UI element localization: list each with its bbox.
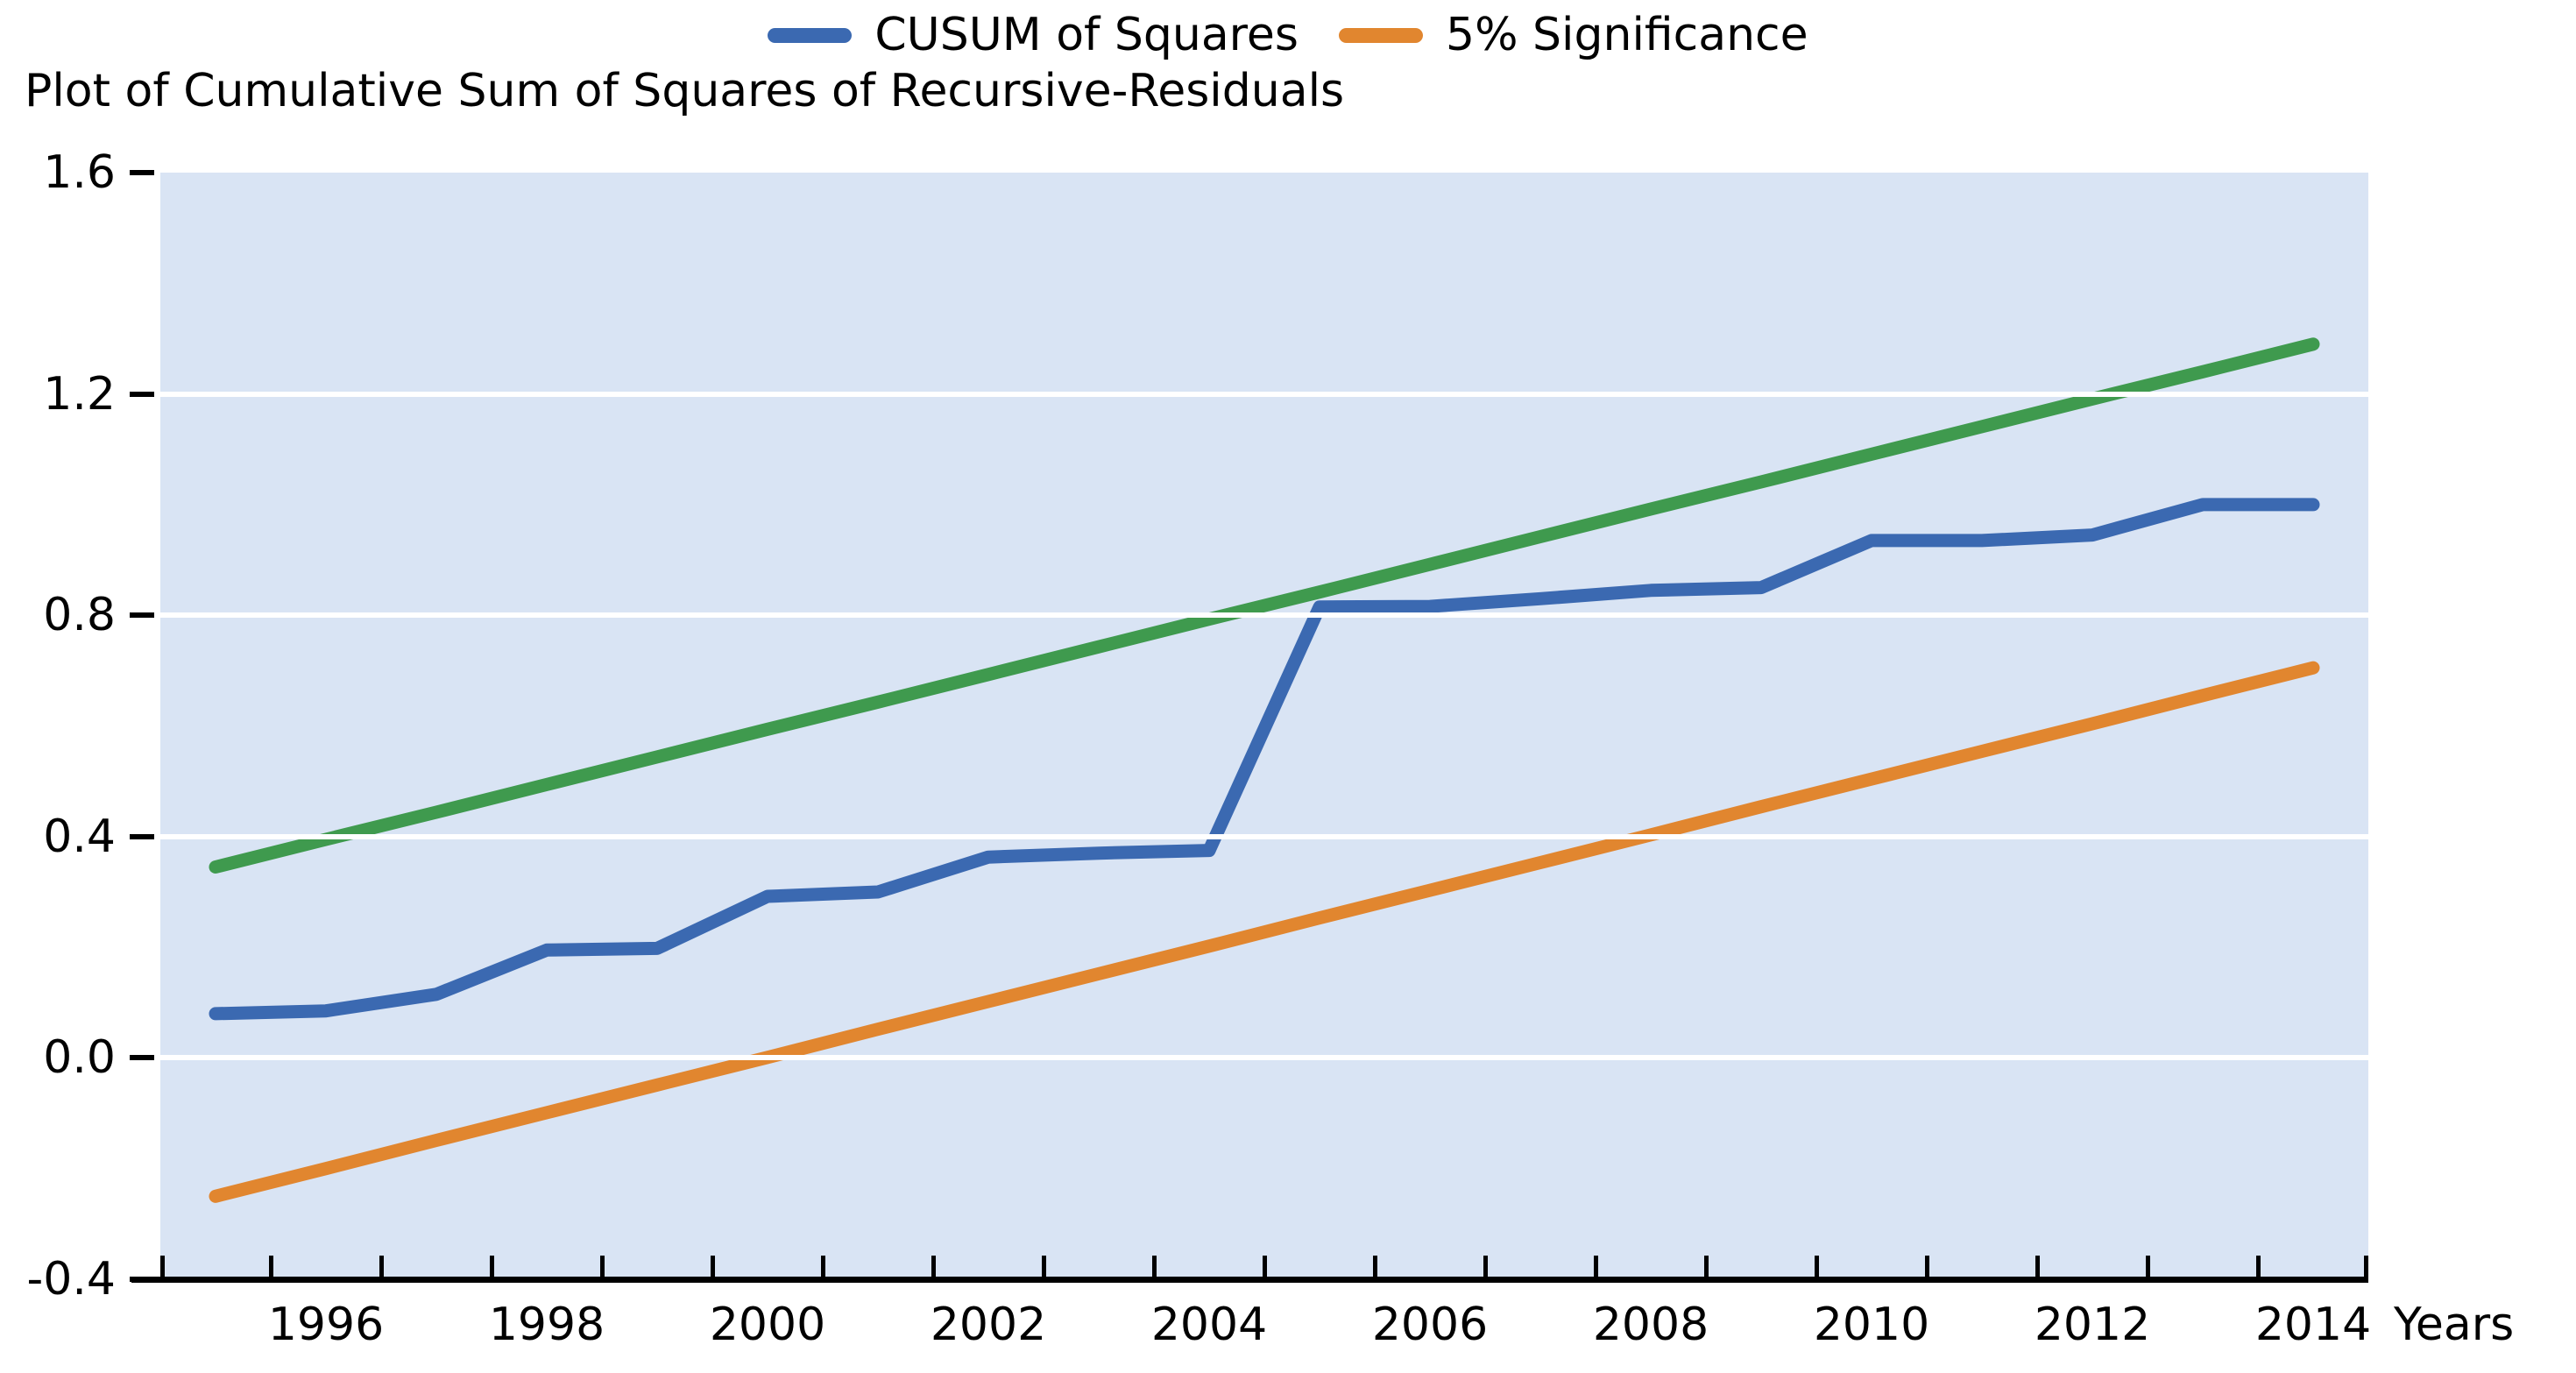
x-tick-mark bbox=[1152, 1256, 1157, 1279]
x-tick-mark bbox=[1373, 1256, 1377, 1279]
x-tick-mark bbox=[1704, 1256, 1709, 1279]
chart-title: Plot of Cumulative Sum of Squares of Rec… bbox=[25, 65, 1345, 117]
x-tick-mark bbox=[2035, 1256, 2040, 1279]
x-tick-label: 2012 bbox=[2034, 1299, 2151, 1351]
x-tick-label: 2000 bbox=[709, 1299, 826, 1351]
x-tick-mark bbox=[1042, 1256, 1046, 1279]
legend-line-swatch bbox=[1339, 27, 1423, 43]
x-tick-label: 2010 bbox=[1813, 1299, 1930, 1351]
y-tick-label: 0.4 bbox=[43, 810, 116, 863]
series-lines bbox=[209, 337, 2320, 1203]
legend-line-swatch bbox=[768, 27, 853, 43]
x-tick-mark bbox=[490, 1256, 494, 1279]
gridline-0.4 bbox=[160, 833, 2368, 839]
x-tick-mark bbox=[269, 1256, 273, 1279]
y-tick-label: 0.8 bbox=[43, 589, 116, 642]
x-axis-title: Years bbox=[2394, 1299, 2515, 1351]
gridline-0 bbox=[160, 1055, 2368, 1061]
gridline-0.8 bbox=[160, 612, 2368, 619]
x-tick-mark bbox=[2364, 1256, 2368, 1279]
y-tick-label: 1.2 bbox=[43, 367, 116, 421]
x-tick-mark bbox=[1925, 1256, 1929, 1279]
x-tick-mark bbox=[1594, 1256, 1598, 1279]
x-tick-label: 2002 bbox=[930, 1299, 1047, 1351]
x-tick-mark bbox=[160, 1256, 165, 1279]
series-line-5-significance-lower-bound- bbox=[209, 661, 2320, 1203]
x-tick-mark bbox=[931, 1256, 936, 1279]
x-tick-mark bbox=[1815, 1256, 1819, 1279]
series-line-cusum-of-squares bbox=[209, 498, 2320, 1021]
legend-item-2: 5% Significance bbox=[1339, 9, 1808, 61]
y-tick-label: -0.4 bbox=[26, 1253, 116, 1306]
x-axis-line bbox=[131, 1277, 2368, 1283]
y-tick-mark bbox=[130, 391, 154, 397]
y-tick-mark bbox=[130, 1055, 154, 1061]
legend-label: CUSUM of Squares bbox=[874, 9, 1299, 61]
x-tick-label: 2008 bbox=[1592, 1299, 1709, 1351]
y-tick-label: 1.6 bbox=[43, 146, 116, 199]
x-tick-label: 2004 bbox=[1150, 1299, 1268, 1351]
x-tick-mark bbox=[2146, 1256, 2150, 1279]
x-tick-mark bbox=[600, 1256, 605, 1279]
y-tick-mark bbox=[130, 612, 154, 619]
legend-label: 5% Significance bbox=[1446, 9, 1808, 61]
x-tick-mark bbox=[821, 1256, 825, 1279]
gridline-1.2 bbox=[160, 391, 2368, 397]
legend-item-1: CUSUM of Squares bbox=[768, 9, 1299, 61]
y-tick-mark bbox=[130, 1277, 154, 1282]
y-tick-mark bbox=[130, 833, 154, 839]
y-tick-label: 0.0 bbox=[43, 1031, 116, 1085]
plot-area bbox=[160, 173, 2368, 1279]
x-tick-mark bbox=[2256, 1256, 2261, 1279]
x-tick-label: 2014 bbox=[2254, 1299, 2372, 1351]
x-tick-mark bbox=[379, 1256, 384, 1279]
y-tick-mark bbox=[130, 170, 154, 175]
x-tick-label: 1996 bbox=[267, 1299, 385, 1351]
x-tick-mark bbox=[1483, 1256, 1488, 1279]
x-tick-mark bbox=[1263, 1256, 1267, 1279]
x-tick-mark bbox=[711, 1256, 715, 1279]
chart-legend: CUSUM of Squares 5% Significance bbox=[0, 9, 2576, 61]
x-tick-label: 2006 bbox=[1371, 1299, 1489, 1351]
series-line-5-significance-upper-bound- bbox=[209, 337, 2320, 874]
x-tick-label: 1998 bbox=[488, 1299, 605, 1351]
